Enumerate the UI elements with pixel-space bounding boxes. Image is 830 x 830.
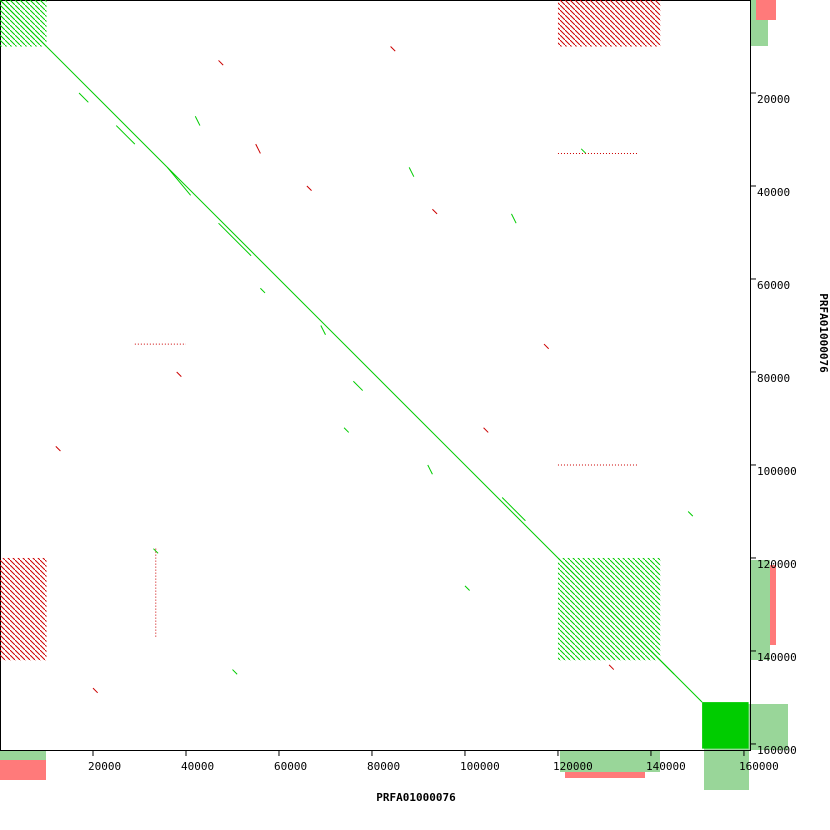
match-segment (218, 60, 224, 66)
repeat-block (0, 557, 47, 661)
margin-coverage (0, 760, 46, 780)
match-segment (153, 548, 159, 554)
match-segment (92, 687, 98, 694)
y-tick-label: 100000 (757, 465, 797, 478)
match-segment (501, 497, 526, 522)
y-tick-label: 160000 (757, 744, 797, 757)
repeat-block (557, 0, 661, 47)
match-segment (306, 185, 312, 191)
match-segment (194, 116, 201, 126)
y-tick-label: 80000 (757, 372, 790, 385)
margin-coverage (704, 750, 749, 790)
match-segment (543, 343, 550, 350)
match-segment (55, 446, 61, 452)
x-tick-label: 140000 (646, 760, 686, 773)
match-segment (464, 585, 470, 591)
y-tick-label: 140000 (757, 651, 797, 664)
margin-coverage (0, 750, 46, 760)
match-segment (218, 222, 252, 257)
match-segment (260, 287, 266, 294)
match-segment (176, 371, 182, 377)
x-tick-label: 60000 (274, 760, 307, 773)
margin-coverage (560, 750, 660, 772)
match-segment (390, 46, 396, 52)
match-segment (167, 167, 192, 196)
x-tick-label: 120000 (553, 760, 593, 773)
margin-coverage (756, 0, 776, 20)
match-segment (320, 325, 326, 336)
x-tick-label: 80000 (367, 760, 400, 773)
match-segment (580, 148, 587, 154)
y-axis-title: PRFA01000076 (817, 293, 830, 373)
y-tick-label: 60000 (757, 279, 790, 292)
match-segment (232, 669, 238, 675)
match-segment (511, 213, 517, 224)
x-tick-label: 160000 (739, 760, 779, 773)
y-tick-label: 20000 (757, 93, 790, 106)
match-segment (408, 167, 415, 177)
plot-frame (0, 0, 751, 751)
x-tick-label: 40000 (181, 760, 214, 773)
margin-coverage (770, 565, 776, 645)
margin-coverage (750, 560, 770, 660)
solid-block (702, 702, 749, 749)
margin-coverage (565, 772, 645, 778)
y-tick-label: 120000 (757, 558, 797, 571)
match-segment (483, 427, 489, 433)
match-segment (353, 380, 364, 391)
match-segment (255, 143, 261, 154)
match-segment (687, 511, 694, 517)
match-segment (608, 664, 615, 670)
x-tick-label: 100000 (460, 760, 500, 773)
match-segment (432, 208, 438, 215)
match-segment (78, 92, 89, 103)
x-tick-label: 20000 (88, 760, 121, 773)
match-segment (427, 464, 433, 475)
match-segment (0, 0, 703, 703)
match-segment (650, 650, 675, 675)
match-segment (343, 427, 350, 433)
y-tick-label: 40000 (757, 186, 790, 199)
match-segment (115, 125, 136, 145)
x-axis-title: PRFA01000076 (376, 791, 456, 804)
